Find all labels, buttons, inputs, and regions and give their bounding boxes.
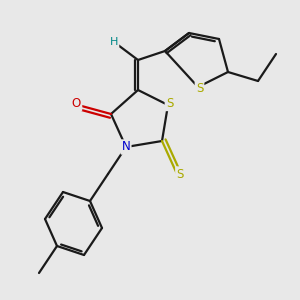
Text: H: H — [110, 37, 118, 47]
Text: S: S — [196, 82, 203, 95]
Text: O: O — [72, 97, 81, 110]
Text: N: N — [122, 140, 130, 154]
Text: S: S — [176, 167, 184, 181]
Text: S: S — [166, 97, 173, 110]
